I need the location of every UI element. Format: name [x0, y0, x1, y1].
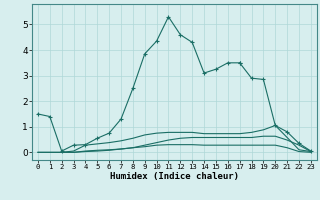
- X-axis label: Humidex (Indice chaleur): Humidex (Indice chaleur): [110, 172, 239, 181]
